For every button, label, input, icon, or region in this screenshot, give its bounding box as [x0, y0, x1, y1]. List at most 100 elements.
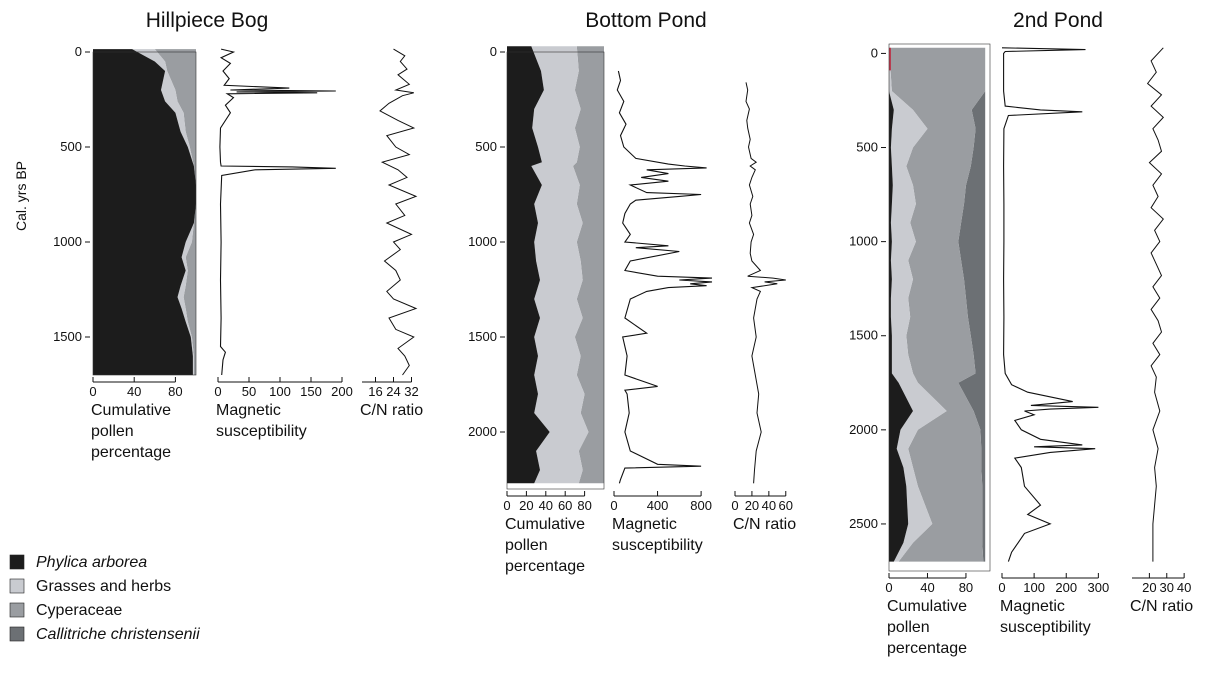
- x-tick-label: 0: [731, 498, 738, 513]
- phylica-area: [93, 49, 196, 375]
- legend-label: Phylica arborea: [36, 554, 147, 571]
- x-tick-label: 80: [577, 498, 591, 513]
- x-axis: 20 30 40 C/N ratio: [1130, 573, 1193, 615]
- legend-swatch: [9, 554, 25, 570]
- x-axis-label: C/N ratio: [733, 516, 796, 533]
- x-axis-label: Magnetic: [1000, 598, 1065, 615]
- x-tick-label: 200: [1055, 580, 1077, 595]
- y-tick-label: 0: [871, 45, 878, 60]
- x-tick-label: 40: [539, 498, 553, 513]
- grasses-area: [531, 46, 589, 484]
- y-tick-label: 500: [856, 140, 878, 155]
- cn-line: [379, 48, 418, 376]
- x-tick-label: 60: [558, 498, 572, 513]
- x-axis-label: susceptibility: [216, 423, 307, 440]
- x-tick-label: 150: [300, 384, 322, 399]
- panel-frame: [888, 43, 991, 572]
- x-axis: 0 400 800 Magnetic susceptibility: [610, 491, 712, 554]
- grasses-area: [889, 47, 947, 562]
- panel-frame: [506, 51, 605, 490]
- magsus-panel: 0 400 800 Magnetic susceptibility: [610, 70, 713, 554]
- x-tick-label: 0: [89, 384, 96, 399]
- cn-line: [745, 82, 786, 484]
- y-axis: 0 500 1000 1500 2000: [468, 44, 505, 439]
- y-tick-label: 1000: [53, 234, 82, 249]
- x-tick-label: 300: [1088, 580, 1110, 595]
- cyperaceae-area: [889, 47, 986, 562]
- legend-label: Cyperaceae: [36, 602, 122, 619]
- x-tick-label: 100: [269, 384, 291, 399]
- cn-line: [1146, 47, 1165, 562]
- cn-panel: 20 30 40 C/N ratio: [1130, 47, 1193, 615]
- x-axis: 0 40 80 Cumulative pollen percentage: [885, 573, 973, 657]
- callitriche-area: [958, 47, 986, 562]
- x-tick-label: 100: [1023, 580, 1045, 595]
- x-tick-label: 200: [331, 384, 353, 399]
- x-axis-label: Magnetic: [612, 516, 677, 533]
- legend-item-phylica: Phylica arborea: [9, 554, 147, 571]
- cn-panel: 16 24 32 C/N ratio: [360, 48, 423, 419]
- legend-item-grasses: Grasses and herbs: [9, 578, 171, 595]
- x-axis-label: pollen: [887, 619, 930, 636]
- magsus-panel: 0 50 100 150 200 Magnetic susceptibility: [214, 48, 353, 440]
- x-tick-label: 80: [168, 384, 182, 399]
- phylica-area: [889, 47, 913, 562]
- x-axis: 0 20 40 60 80 Cumulative pollen percentage: [503, 491, 592, 575]
- x-axis: 0 20 40 60 C/N ratio: [731, 491, 796, 533]
- y-axis: 0 500 1000 1500: [53, 44, 90, 344]
- x-tick-label: 50: [242, 384, 256, 399]
- x-tick-label: 0: [214, 384, 221, 399]
- x-axis-label: C/N ratio: [360, 402, 423, 419]
- y-tick-label: 1500: [468, 329, 497, 344]
- x-axis-label: susceptibility: [1000, 619, 1091, 636]
- x-tick-label: 0: [610, 498, 617, 513]
- x-tick-label: 80: [959, 580, 973, 595]
- x-axis-label: C/N ratio: [1130, 598, 1193, 615]
- x-axis-label: pollen: [505, 537, 548, 554]
- cyperaceae-area: [573, 46, 604, 484]
- x-tick-label: 0: [503, 498, 510, 513]
- x-tick-label: 20: [745, 498, 759, 513]
- y-tick-label: 500: [60, 139, 82, 154]
- magsus-panel: 0 100 200 300 Magnetic susceptibility: [998, 47, 1110, 636]
- x-axis: 0 40 80 Cumulative pollen percentage: [89, 377, 183, 461]
- x-axis-label: susceptibility: [612, 537, 703, 554]
- y-tick-label: 1000: [468, 234, 497, 249]
- y-tick-label: 0: [75, 44, 82, 59]
- x-tick-label: 60: [779, 498, 793, 513]
- x-tick-label: 40: [920, 580, 934, 595]
- site-title: Hillpiece Bog: [146, 9, 269, 32]
- y-tick-label: 1500: [849, 328, 878, 343]
- x-axis: 16 24 32 C/N ratio: [360, 377, 423, 419]
- y-tick-label: 0: [490, 44, 497, 59]
- legend-swatch: [9, 626, 25, 642]
- x-axis-label: percentage: [887, 640, 967, 657]
- site-title: 2nd Pond: [1013, 9, 1103, 32]
- x-tick-label: 30: [1160, 580, 1174, 595]
- legend-label: Callitriche christensenii: [36, 626, 200, 643]
- magsus-line: [616, 70, 713, 484]
- x-tick-label: 32: [404, 384, 418, 399]
- panel-frame: [92, 51, 197, 376]
- x-tick-label: 40: [762, 498, 776, 513]
- pollen-panel: 0 20 40 60 80 Cumulative pollen percentage: [503, 46, 605, 575]
- y-tick-label: 2000: [468, 424, 497, 439]
- magsus-line: [1001, 47, 1099, 562]
- y-tick-label: 1000: [849, 234, 878, 249]
- x-tick-label: 24: [386, 384, 400, 399]
- pollen-panel: 0 40 80 Cumulative pollen percentage: [89, 49, 197, 461]
- x-axis-label: percentage: [91, 444, 171, 461]
- x-tick-label: 16: [368, 384, 382, 399]
- site-title: Bottom Pond: [585, 9, 706, 32]
- y-tick-label: 500: [475, 139, 497, 154]
- x-axis-label: Cumulative: [91, 402, 171, 419]
- grasses-area: [132, 49, 196, 375]
- x-tick-label: 800: [690, 498, 712, 513]
- x-tick-label: 0: [998, 580, 1005, 595]
- phylica-area: [507, 46, 550, 484]
